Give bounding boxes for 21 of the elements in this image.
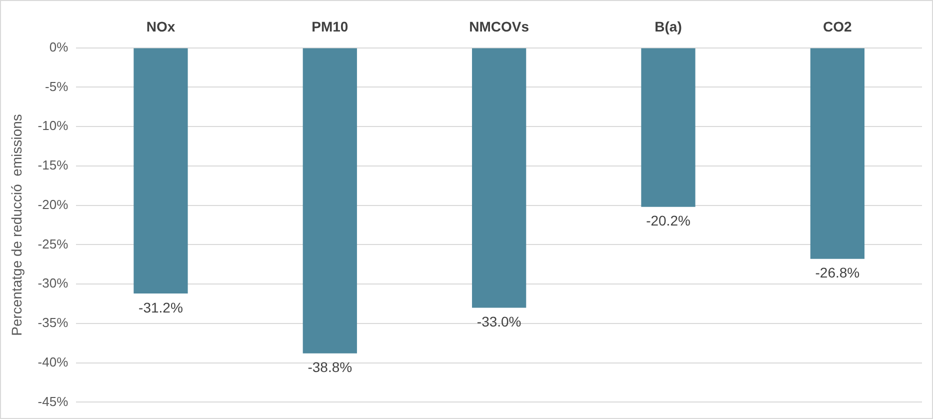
- y-tick-label: -15%: [38, 158, 69, 173]
- x-tick-label: CO2: [823, 18, 852, 34]
- y-tick-label: 0%: [49, 39, 69, 54]
- y-tick-label: -25%: [38, 236, 69, 252]
- x-tick-label: PM10: [312, 18, 348, 34]
- x-tick-label: NOx: [146, 18, 176, 34]
- y-tick-label: -5%: [45, 78, 69, 94]
- x-tick-label: B(a): [654, 18, 682, 34]
- y-tick-label: -20%: [38, 196, 69, 212]
- data-label: -20.2%: [646, 212, 690, 229]
- y-tick-label: -10%: [38, 118, 69, 134]
- data-label: -38.8%: [308, 359, 352, 376]
- y-tick-label: -30%: [38, 276, 69, 291]
- y-tick-label: -35%: [38, 315, 69, 330]
- y-tick-label: -45%: [38, 394, 69, 409]
- y-axis-title: Percentatge de reducció emissions: [8, 114, 24, 336]
- data-label: -33.0%: [476, 314, 522, 330]
- x-tick-label: NMCOVs: [469, 18, 530, 34]
- data-label: -26.8%: [815, 264, 860, 281]
- y-tick-label: -40%: [38, 354, 69, 370]
- data-label: -31.2%: [138, 299, 183, 316]
